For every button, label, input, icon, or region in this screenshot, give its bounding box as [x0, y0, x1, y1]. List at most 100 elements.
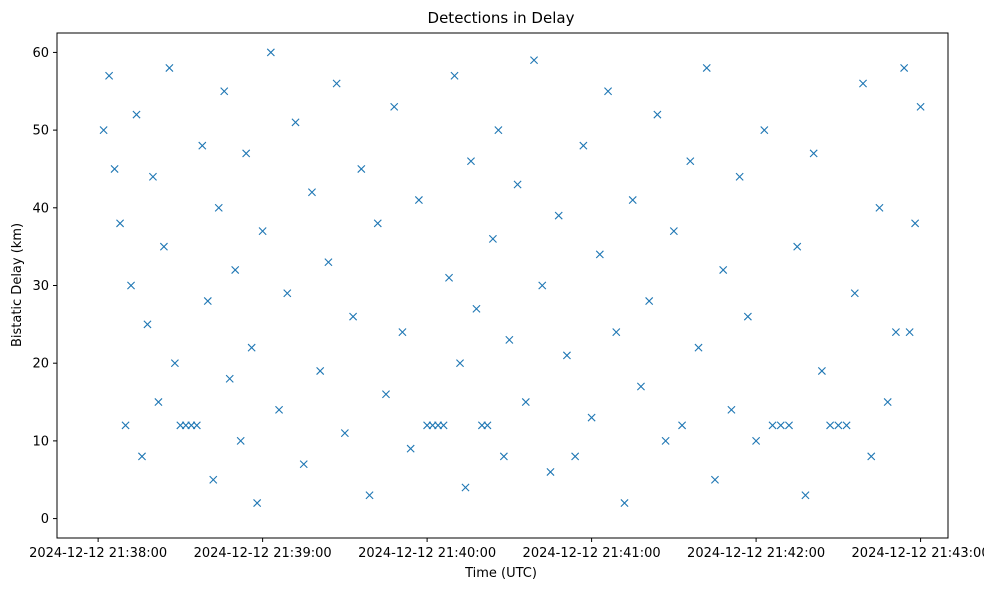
data-point — [488, 234, 497, 243]
data-point — [710, 475, 719, 484]
data-point — [686, 157, 695, 166]
data-point — [554, 211, 563, 220]
data-point — [826, 421, 835, 430]
x-tick-label: 2024-12-12 21:42:00 — [687, 546, 825, 561]
data-point — [604, 87, 613, 96]
data-point — [127, 281, 136, 290]
data-point — [719, 265, 728, 274]
data-point — [398, 328, 407, 337]
data-point — [595, 250, 604, 259]
marker-layer — [99, 48, 925, 508]
data-point — [483, 421, 492, 430]
data-point — [530, 56, 539, 65]
data-point — [99, 126, 108, 135]
data-point — [209, 475, 218, 484]
data-point — [817, 366, 826, 375]
data-point — [499, 452, 508, 461]
data-point — [121, 421, 130, 430]
data-point — [332, 79, 341, 88]
data-point — [875, 203, 884, 212]
data-point — [148, 172, 157, 181]
data-point — [809, 149, 818, 158]
data-point — [143, 320, 152, 329]
y-tick-label: 60 — [32, 46, 49, 61]
y-tick-label: 20 — [32, 357, 49, 372]
data-point — [562, 351, 571, 360]
data-point — [727, 405, 736, 414]
data-point — [678, 421, 687, 430]
data-point — [291, 118, 300, 127]
data-point — [661, 436, 670, 445]
data-point — [165, 63, 174, 72]
data-point — [905, 328, 914, 337]
data-point — [752, 436, 761, 445]
y-tick-label: 0 — [41, 512, 49, 527]
y-axis: 0 10 20 30 40 50 60 — [32, 46, 57, 527]
data-point — [494, 126, 503, 135]
data-point — [645, 297, 654, 306]
data-point — [911, 219, 920, 228]
data-point — [236, 436, 245, 445]
data-point — [225, 374, 234, 383]
data-point — [349, 312, 358, 321]
data-point — [834, 421, 843, 430]
y-tick-label: 50 — [32, 124, 49, 139]
data-point — [793, 242, 802, 251]
data-point — [669, 227, 678, 236]
data-point — [445, 273, 454, 282]
data-point — [579, 141, 588, 150]
data-point — [505, 335, 514, 344]
data-point — [357, 164, 366, 173]
data-point — [513, 180, 522, 189]
data-point — [373, 219, 382, 228]
x-tick-label: 2024-12-12 21:41:00 — [523, 546, 661, 561]
data-point — [456, 359, 464, 368]
data-point — [702, 63, 711, 72]
data-point — [461, 483, 470, 492]
y-tick-label: 30 — [32, 279, 49, 294]
data-point — [154, 398, 163, 407]
x-tick-label: 2024-12-12 21:43:00 — [852, 546, 984, 561]
y-tick-label: 10 — [32, 434, 49, 449]
data-point — [546, 467, 555, 476]
data-point — [760, 126, 769, 135]
data-point — [785, 421, 793, 430]
data-point — [116, 219, 125, 228]
data-point — [275, 405, 284, 414]
data-point — [801, 491, 810, 500]
data-point — [170, 359, 179, 368]
data-point — [247, 343, 256, 352]
data-point — [466, 157, 475, 166]
data-point — [414, 196, 423, 205]
chart-title: Detections in Delay — [428, 9, 575, 27]
data-point — [390, 102, 399, 111]
data-point — [258, 227, 267, 236]
data-point — [450, 71, 459, 80]
data-point — [859, 79, 868, 88]
data-point — [636, 382, 645, 391]
data-point — [743, 312, 752, 321]
x-tick-label: 2024-12-12 21:40:00 — [358, 546, 496, 561]
x-tick-label: 2024-12-12 21:39:00 — [194, 546, 332, 561]
data-point — [242, 149, 251, 158]
data-point — [472, 304, 481, 313]
data-point — [324, 258, 333, 267]
y-axis-label: Bistatic Delay (km) — [10, 223, 25, 347]
data-point — [571, 452, 580, 461]
data-point — [214, 203, 223, 212]
data-point — [900, 63, 909, 72]
data-point — [203, 297, 212, 306]
data-point — [365, 491, 374, 500]
data-point — [220, 87, 229, 96]
data-point — [694, 343, 703, 352]
data-point — [266, 48, 275, 57]
plot-frame — [56, 32, 949, 539]
data-point — [628, 196, 637, 205]
data-point — [653, 110, 662, 119]
data-point — [307, 188, 316, 197]
data-point — [192, 421, 201, 430]
x-axis: 2024-12-12 21:38:00 2024-12-12 21:39:00 20… — [29, 538, 984, 561]
data-point — [316, 366, 325, 375]
data-point — [867, 452, 876, 461]
data-point — [842, 421, 851, 430]
